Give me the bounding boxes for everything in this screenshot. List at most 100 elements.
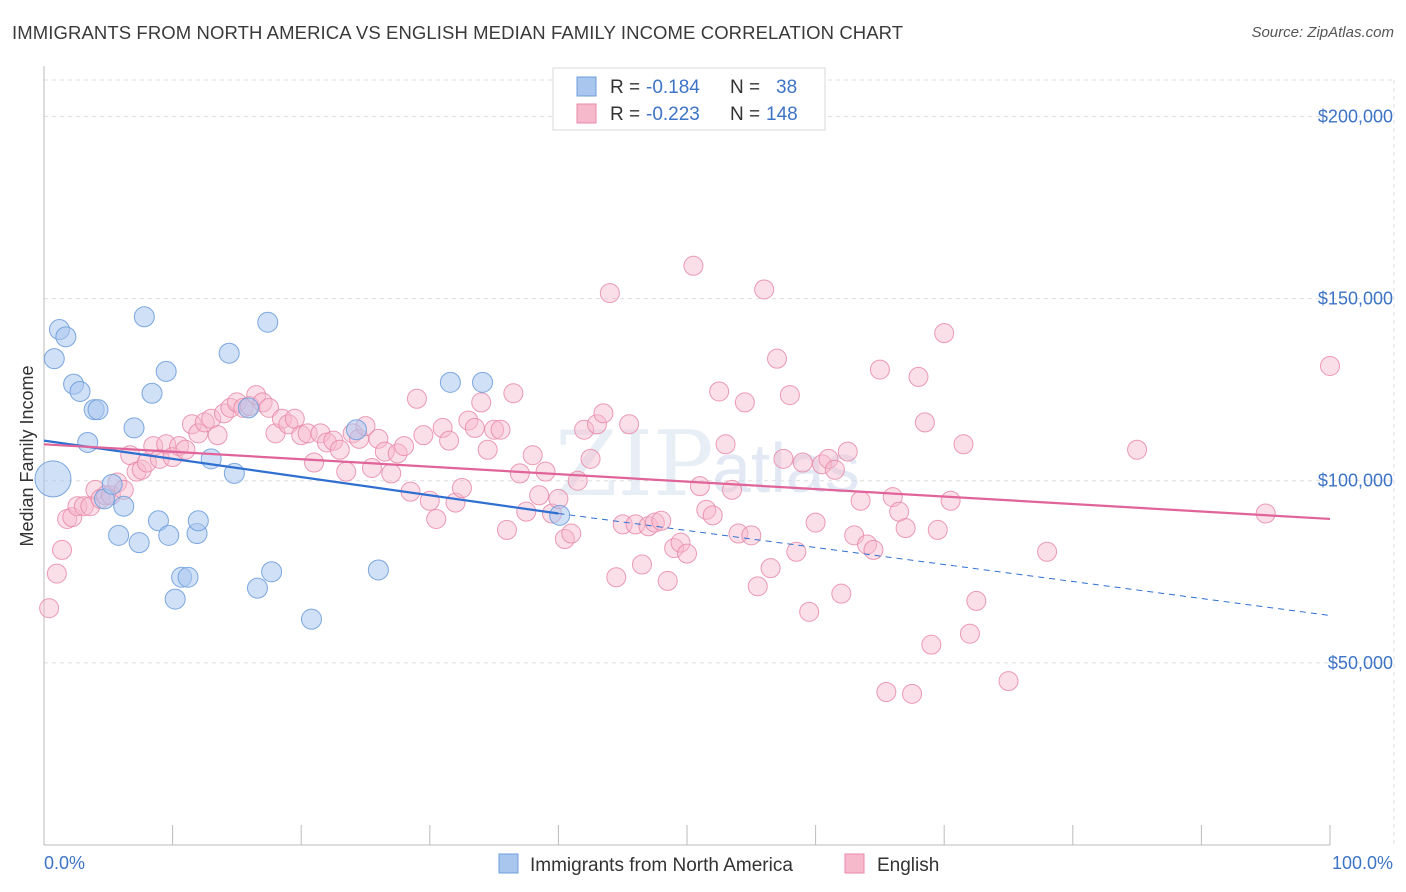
english-point — [574, 419, 595, 440]
immigrants-point — [261, 561, 283, 583]
legend-swatch-pink — [576, 103, 597, 124]
english-point — [799, 601, 820, 622]
english-point — [850, 490, 871, 511]
english-point — [786, 541, 807, 562]
english-point — [46, 563, 67, 584]
english-point — [702, 505, 723, 526]
legend-swatch-blue — [576, 76, 597, 97]
english-point — [934, 323, 955, 344]
x-tick-label-min: 0.0% — [44, 853, 85, 873]
immigrants-point — [345, 419, 367, 441]
english-point — [824, 459, 845, 480]
english-point — [651, 510, 672, 531]
english-point — [432, 417, 453, 438]
english-point — [413, 425, 434, 446]
legend-bottom-swatch-blue — [498, 853, 519, 874]
immigrants-point — [187, 510, 209, 532]
y-tick-label: $150,000 — [1318, 289, 1393, 309]
english-point — [914, 412, 935, 433]
english-point — [953, 434, 974, 455]
english-point — [1127, 439, 1148, 460]
english-point — [869, 359, 890, 380]
english-point — [940, 490, 961, 511]
english-point — [606, 567, 627, 588]
immigrants-point — [123, 417, 145, 439]
english-point — [194, 412, 215, 433]
english-point — [773, 448, 794, 469]
immigrants-point — [218, 342, 240, 364]
english-point — [426, 508, 447, 529]
english-point — [336, 461, 357, 482]
english-point — [599, 283, 620, 304]
legend-top: R = -0.184 N = 38 R = -0.223 N = 148 — [552, 67, 826, 131]
english-point — [831, 583, 852, 604]
immigrants-point — [177, 566, 199, 588]
english-point — [677, 543, 697, 564]
legend-bottom-label-english: English — [877, 855, 939, 876]
watermark-zip: ZIP — [555, 412, 714, 517]
english-point — [812, 454, 833, 475]
english-point — [522, 445, 543, 466]
legend-bottom-swatch-pink — [844, 853, 865, 874]
immigrants-trend-extension — [558, 513, 1331, 616]
x-tick-label-max: 100.0% — [1332, 853, 1393, 873]
english-point — [689, 476, 710, 497]
english-point — [156, 434, 177, 455]
legend-r-value-blue: -0.184 — [646, 77, 700, 98]
immigrants-point — [549, 504, 571, 526]
english-point — [747, 576, 768, 597]
english-point — [368, 428, 389, 449]
trend-lines — [43, 439, 1331, 616]
immigrants-point — [237, 397, 259, 419]
english-point — [316, 432, 337, 453]
legend-n-value-blue: 38 — [776, 77, 797, 98]
english-point — [818, 448, 839, 469]
y-tick-labels: $50,000 $100,000 $150,000 $200,000 — [1318, 106, 1393, 672]
english-point — [259, 397, 280, 418]
english-point — [959, 623, 980, 644]
english-point — [657, 570, 678, 591]
immigrants-point — [158, 524, 180, 546]
english-point — [664, 538, 685, 559]
english-point — [1255, 503, 1276, 524]
immigrants-point — [257, 311, 279, 333]
immigrants-point — [113, 495, 135, 517]
english-point — [760, 558, 781, 579]
legend-r-label-blue: R = — [610, 77, 640, 98]
x-tick-labels: 0.0% 100.0% — [44, 853, 1393, 873]
english-point — [728, 523, 749, 544]
english-point — [779, 385, 800, 406]
legend-bottom-label-immigrants: Immigrants from North America — [530, 855, 793, 876]
english-point — [131, 459, 152, 480]
english-point — [895, 518, 916, 539]
english-point — [394, 436, 415, 457]
immigrants-point — [141, 382, 163, 404]
english-point — [471, 392, 492, 413]
source-label: Source: ZipAtlas.com — [1251, 24, 1394, 41]
immigrants-point — [472, 371, 494, 393]
immigrants-point — [77, 431, 99, 453]
english-point — [921, 634, 942, 655]
immigrants-points — [34, 306, 571, 630]
english-point — [683, 255, 704, 276]
english-point — [278, 414, 299, 435]
legend-r-label-pink: R = — [610, 104, 640, 125]
legend-n-value-pink: 148 — [766, 104, 798, 125]
immigrants-point — [108, 524, 130, 546]
english-point — [304, 452, 325, 473]
english-point — [490, 419, 511, 440]
english-point — [696, 499, 717, 520]
english-point — [496, 519, 517, 540]
english-point — [464, 417, 485, 438]
english-point — [509, 463, 530, 484]
english-point — [767, 348, 788, 369]
axes — [43, 66, 1331, 846]
english-point — [670, 532, 691, 553]
y-tick-label: $100,000 — [1318, 471, 1393, 491]
immigrants-point — [43, 348, 65, 370]
legend-n-label-pink: N = — [730, 104, 760, 125]
y-tick-label: $50,000 — [1328, 653, 1393, 673]
english-point — [529, 485, 550, 506]
immigrants-point — [69, 380, 91, 402]
english-point — [503, 383, 524, 404]
